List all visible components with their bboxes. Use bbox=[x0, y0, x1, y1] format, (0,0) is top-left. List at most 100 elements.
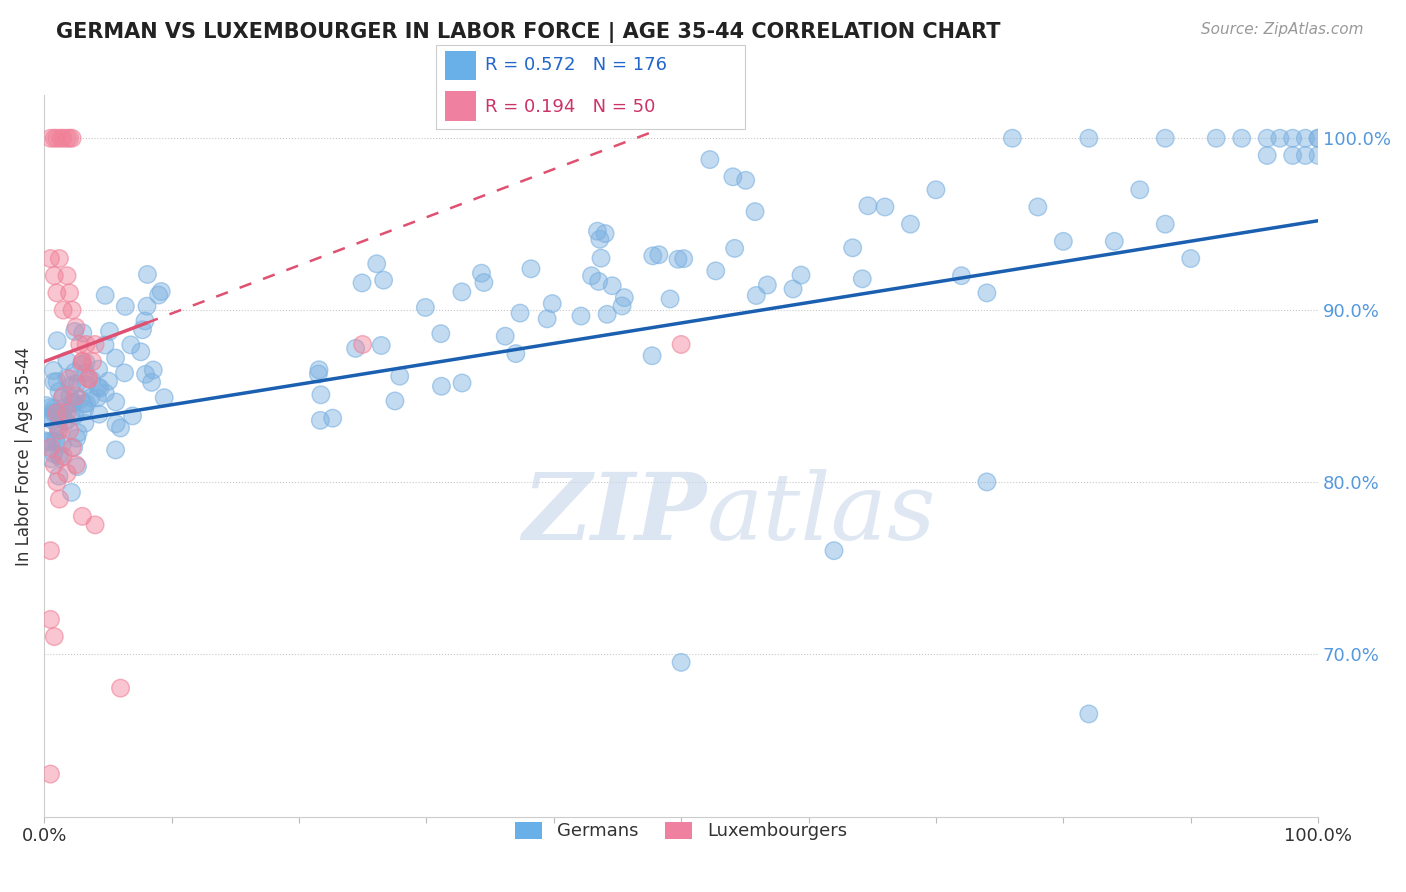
Point bbox=[52, 131, 75, 145]
Point bbox=[134, 314, 156, 328]
Point bbox=[309, 388, 332, 402]
Point bbox=[76, 396, 98, 410]
Point bbox=[39, 451, 62, 466]
Point bbox=[48, 492, 70, 507]
Point bbox=[82, 354, 104, 368]
Point bbox=[39, 252, 62, 266]
Point bbox=[104, 351, 127, 365]
Point bbox=[1077, 131, 1099, 145]
Point bbox=[87, 380, 110, 394]
Point bbox=[70, 358, 93, 372]
Point bbox=[105, 417, 128, 431]
Point bbox=[1104, 235, 1126, 249]
Point bbox=[114, 366, 136, 380]
Point bbox=[79, 391, 101, 405]
Point bbox=[1268, 131, 1291, 145]
Point bbox=[72, 397, 94, 411]
Point bbox=[60, 131, 83, 145]
Point bbox=[494, 329, 516, 343]
Point bbox=[44, 268, 66, 283]
Point bbox=[62, 441, 84, 455]
Point bbox=[66, 376, 89, 391]
Point bbox=[925, 183, 948, 197]
Point bbox=[66, 459, 89, 474]
Point bbox=[84, 337, 107, 351]
Point bbox=[62, 395, 84, 409]
Point bbox=[841, 241, 863, 255]
Point bbox=[62, 395, 84, 409]
Point bbox=[63, 409, 86, 423]
Point bbox=[121, 409, 143, 423]
Point bbox=[745, 288, 768, 302]
Point bbox=[307, 367, 329, 381]
Point bbox=[49, 410, 72, 425]
Point bbox=[51, 436, 73, 450]
Point bbox=[308, 363, 330, 377]
Point bbox=[450, 285, 472, 299]
FancyBboxPatch shape bbox=[446, 51, 477, 80]
Point bbox=[69, 337, 91, 351]
Point bbox=[104, 442, 127, 457]
Point bbox=[309, 413, 332, 427]
Point bbox=[44, 630, 66, 644]
Point bbox=[790, 268, 813, 282]
Point bbox=[56, 371, 79, 385]
Point bbox=[669, 337, 692, 351]
Point bbox=[1294, 148, 1316, 162]
Point bbox=[39, 543, 62, 558]
Point bbox=[72, 354, 94, 368]
Point bbox=[76, 396, 98, 410]
Point bbox=[48, 252, 70, 266]
Point bbox=[1294, 148, 1316, 162]
Point bbox=[60, 441, 83, 455]
Point bbox=[142, 363, 165, 377]
Point bbox=[45, 285, 67, 300]
Point bbox=[35, 434, 58, 449]
Point bbox=[472, 276, 495, 290]
Point bbox=[72, 509, 94, 524]
Point bbox=[782, 282, 804, 296]
Point bbox=[110, 681, 132, 695]
Point bbox=[373, 273, 395, 287]
Point bbox=[1129, 183, 1152, 197]
Point bbox=[97, 374, 120, 388]
Point bbox=[98, 324, 121, 338]
Point bbox=[46, 334, 69, 348]
Point bbox=[593, 227, 616, 241]
Point bbox=[1205, 131, 1227, 145]
Point bbox=[65, 320, 87, 334]
Point bbox=[734, 173, 756, 187]
Point bbox=[77, 372, 100, 386]
Point bbox=[42, 363, 65, 377]
Point bbox=[135, 368, 157, 382]
Point bbox=[581, 268, 603, 283]
Point bbox=[56, 268, 79, 283]
Point bbox=[669, 656, 692, 670]
Point bbox=[37, 410, 59, 425]
Point bbox=[134, 314, 156, 328]
Point bbox=[56, 354, 79, 368]
Point bbox=[87, 362, 110, 376]
Point bbox=[596, 307, 619, 321]
Point bbox=[46, 405, 69, 419]
Point bbox=[569, 309, 592, 323]
Point bbox=[581, 268, 603, 283]
Point bbox=[94, 386, 117, 401]
Point bbox=[136, 268, 159, 282]
Point bbox=[75, 366, 97, 380]
Point bbox=[1026, 200, 1049, 214]
Point bbox=[42, 401, 65, 416]
Point bbox=[641, 249, 664, 263]
Point bbox=[59, 389, 82, 403]
Point bbox=[104, 395, 127, 409]
Point bbox=[1281, 148, 1303, 162]
Point bbox=[42, 405, 65, 419]
Point bbox=[60, 405, 83, 419]
Point bbox=[129, 344, 152, 359]
Point bbox=[352, 337, 374, 351]
Text: atlas: atlas bbox=[707, 469, 936, 559]
Point bbox=[48, 423, 70, 437]
Point bbox=[610, 299, 633, 313]
Point bbox=[56, 406, 79, 420]
Point bbox=[1256, 148, 1278, 162]
